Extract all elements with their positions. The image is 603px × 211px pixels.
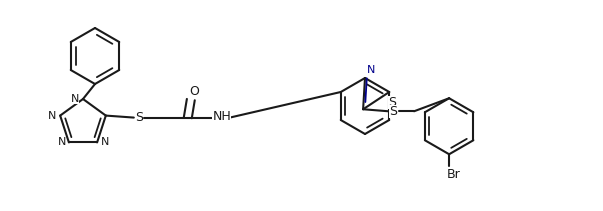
Text: N: N	[71, 94, 79, 104]
Text: S: S	[388, 96, 396, 108]
Text: S: S	[389, 105, 397, 118]
Text: N: N	[58, 137, 66, 147]
Text: Br: Br	[447, 168, 461, 181]
Text: NH: NH	[212, 110, 231, 123]
Text: N: N	[48, 111, 56, 120]
Text: N: N	[367, 65, 375, 75]
Text: N: N	[101, 137, 109, 147]
Text: S: S	[135, 111, 143, 124]
Text: O: O	[189, 85, 199, 98]
